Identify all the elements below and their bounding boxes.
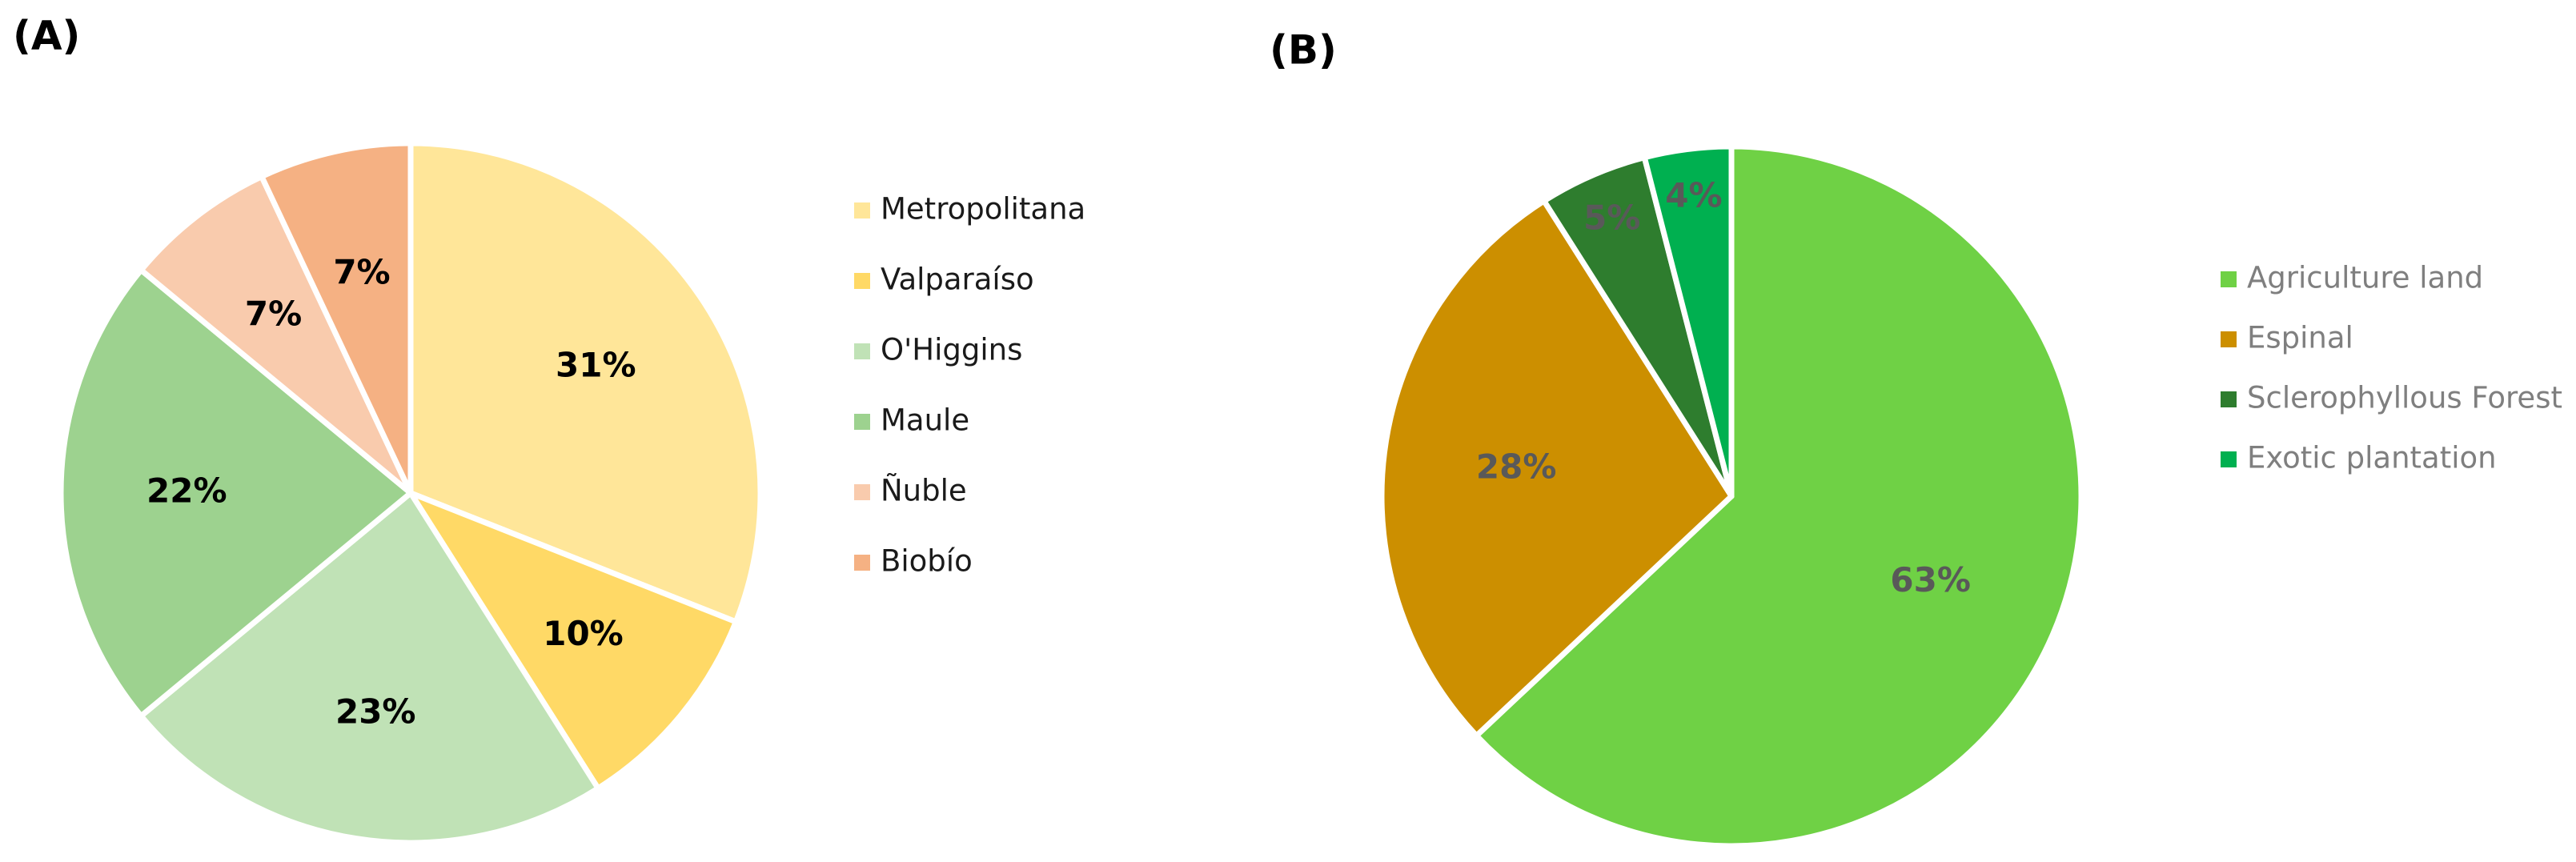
legend-entry: Exotic plantation xyxy=(2247,441,2497,475)
pie-slice xyxy=(58,267,414,720)
legend-entry: Maule xyxy=(881,403,969,438)
legend-entry: Biobío xyxy=(881,544,973,579)
data-label: 7% xyxy=(245,295,302,334)
legend-marker xyxy=(2221,271,2237,287)
legend-entry: Sclerophyllous Forest xyxy=(2247,381,2562,415)
pie-slice xyxy=(138,490,601,846)
data-label: 63% xyxy=(1890,560,1971,599)
pie-slice xyxy=(407,490,739,792)
legend-marker xyxy=(854,414,870,430)
data-label: 31% xyxy=(556,345,636,384)
data-label: 28% xyxy=(1476,447,1557,487)
legend-marker xyxy=(854,273,870,289)
data-label: 23% xyxy=(335,692,416,732)
pie-slice xyxy=(1473,143,2084,849)
pie-slice xyxy=(1641,143,1735,499)
legend-marker xyxy=(2221,331,2237,347)
data-label: 5% xyxy=(1583,198,1640,238)
legend-marker xyxy=(2221,391,2237,407)
pie-slice xyxy=(1378,198,1735,739)
legend-entry: Valparaíso xyxy=(881,263,1034,297)
data-label: 4% xyxy=(1665,176,1722,215)
legend-entry: Agriculture land xyxy=(2247,261,2483,295)
legend-entry: Ñuble xyxy=(881,473,967,508)
legend-entry: O'Higgins xyxy=(881,333,1022,367)
data-label: 10% xyxy=(543,614,624,653)
pie-slice xyxy=(259,140,414,496)
pie-slice xyxy=(407,140,764,625)
data-label: 22% xyxy=(146,471,227,511)
legend-entry: Metropolitana xyxy=(881,192,1085,227)
data-label: 7% xyxy=(333,253,390,292)
panel-label: (A) xyxy=(13,13,80,59)
pie-slice xyxy=(138,174,414,496)
legend-entry: Espinal xyxy=(2247,321,2353,355)
legend-marker xyxy=(2221,451,2237,467)
panel-label: (B) xyxy=(1270,27,1337,74)
legend-marker xyxy=(854,202,870,219)
legend-marker xyxy=(854,555,870,571)
legend-marker xyxy=(854,343,870,359)
legend-marker xyxy=(854,484,870,500)
